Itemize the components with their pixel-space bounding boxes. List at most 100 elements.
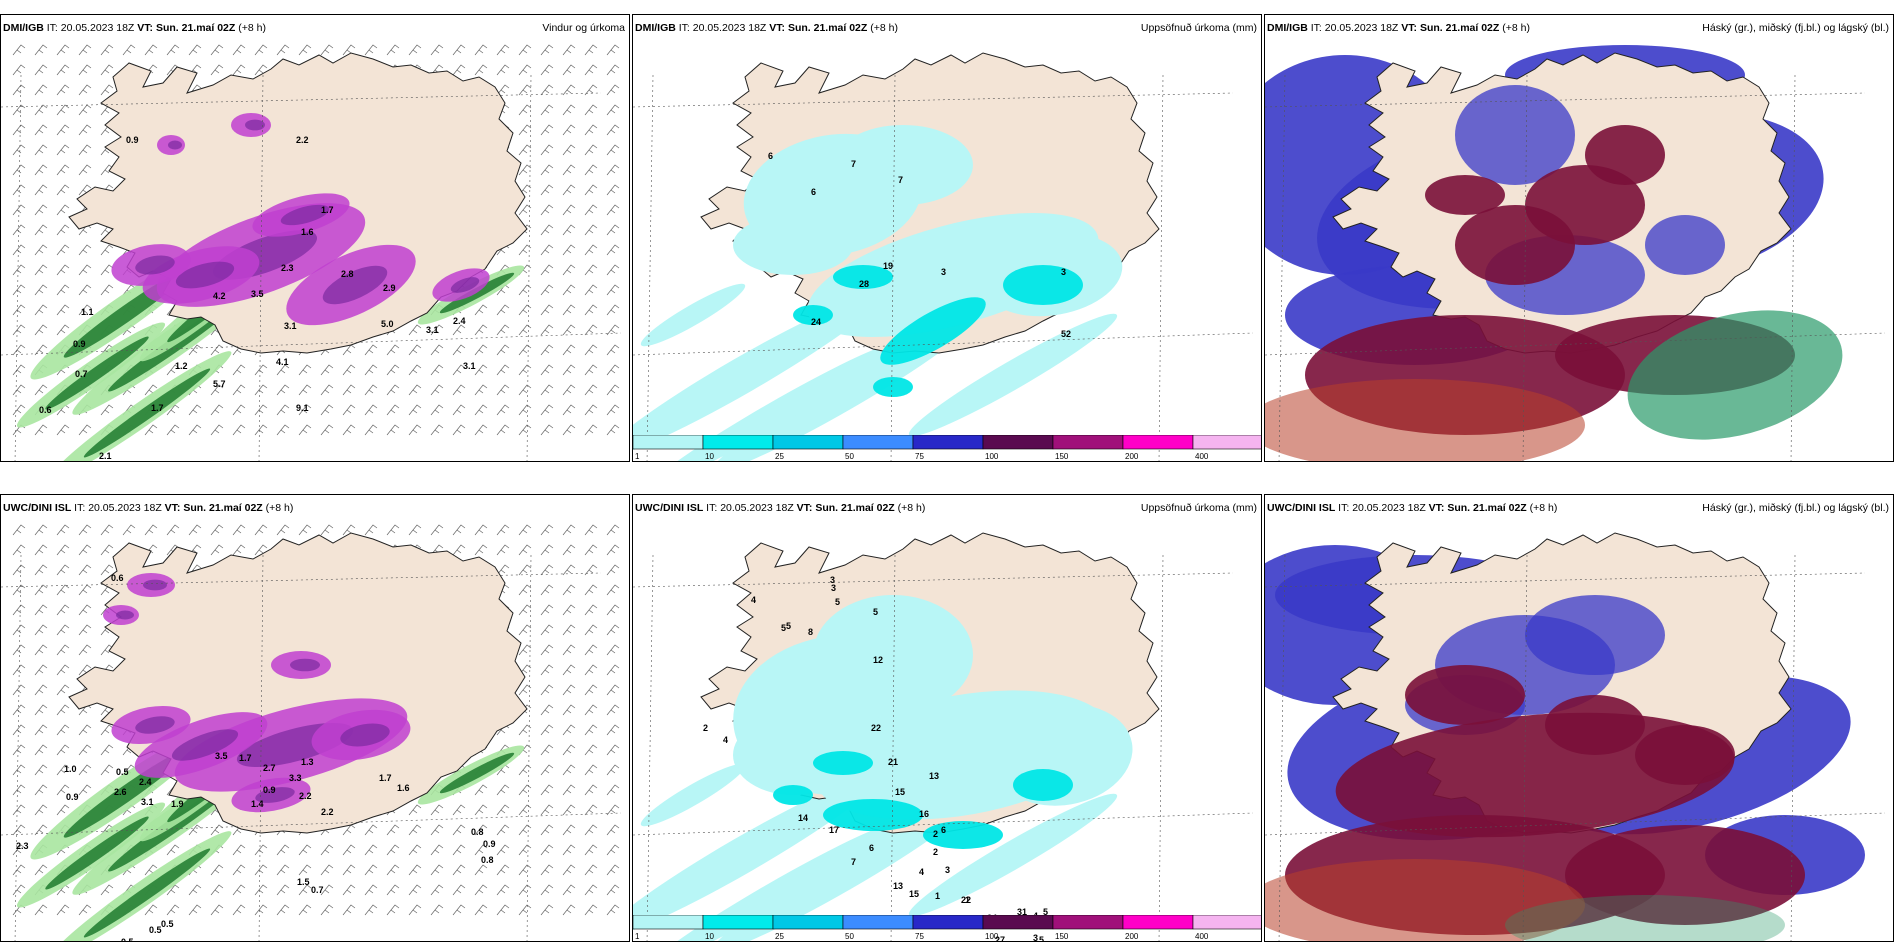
wind-barb — [606, 784, 620, 796]
wind-barb — [56, 424, 70, 436]
wind-barb — [34, 704, 48, 716]
panel-title: Háský (gr.), miðský (fj.bl.) og lágský (… — [1702, 22, 1889, 34]
colorbar-tick-label: 150 — [1055, 932, 1069, 941]
map-layer: 0.6 1.0 0.9 0.5 2.6 2.4 3.1 1.9 3.5 1.7 2.7 3.3 2.2 1… — [1, 495, 629, 941]
wind-barb — [276, 524, 290, 536]
wind-barb — [254, 904, 268, 916]
wind-barb — [496, 404, 510, 416]
precip-ocean — [633, 773, 882, 937]
wind-barb — [56, 204, 70, 216]
valid-time: Sun. 21.maí 02Z — [155, 22, 236, 34]
wind-barb — [320, 844, 334, 856]
wind-barb — [562, 404, 576, 416]
lead-time: (+8 h) — [1529, 502, 1558, 514]
cloud-low-layer — [1335, 712, 1735, 838]
wind-barb — [34, 564, 48, 576]
value-label: 24 — [811, 317, 821, 327]
wind-barb — [518, 364, 532, 376]
wind-barb — [12, 524, 26, 536]
wind-barb — [496, 564, 510, 576]
precip-colorbar: 1 10 25 50 75 100 150 200 400 — [633, 435, 1261, 461]
wind-barb — [364, 404, 378, 416]
colorbar-swatch — [982, 435, 1054, 450]
wind-barb — [584, 404, 598, 416]
panel-header: UWC/DINI ISL IT: 20.05.2023 18Z VT: Sun.… — [1267, 501, 1889, 515]
wind-barb — [606, 724, 620, 736]
colorbar-swatch — [1052, 915, 1124, 930]
wind-barb — [56, 144, 70, 156]
precip-core — [340, 723, 390, 747]
wind-barb — [474, 64, 488, 76]
wind-barb — [34, 684, 48, 696]
wind-barb — [342, 864, 356, 876]
wind-barb — [276, 364, 290, 376]
colorbar-tick-label: 1 — [635, 452, 640, 461]
wind-barb — [408, 44, 422, 56]
wind-barb — [562, 704, 576, 716]
wind-barb — [584, 344, 598, 356]
value-label: 52 — [1061, 329, 1071, 339]
wind-barb — [540, 724, 554, 736]
wind-barb — [210, 524, 224, 536]
wind-barb — [386, 824, 400, 836]
wind-barb — [430, 844, 444, 856]
wind-barb — [56, 684, 70, 696]
wind-barb — [430, 824, 444, 836]
valid-time: Sun. 21.maí 02Z — [1447, 502, 1527, 514]
wind-barb — [100, 284, 114, 296]
colorbar-swatch — [772, 435, 844, 450]
wind-barb — [12, 844, 26, 856]
it-label: IT: — [1338, 502, 1350, 514]
wind-barb — [364, 344, 378, 356]
value-label: 17 — [829, 825, 839, 835]
value-label: 6 — [768, 151, 773, 161]
wind-barb — [584, 44, 598, 56]
wind-barb — [606, 904, 620, 916]
value-label: 1.7 — [321, 205, 334, 215]
wind-barb — [56, 164, 70, 176]
wind-barb — [430, 884, 444, 896]
wind-barb — [584, 104, 598, 116]
wind-barb — [56, 704, 70, 716]
value-label: 3.3 — [289, 773, 302, 783]
wind-barb — [540, 284, 554, 296]
wind-barb — [606, 584, 620, 596]
wind-barb — [584, 744, 598, 756]
wind-barb — [364, 364, 378, 376]
wind-barb — [298, 364, 312, 376]
precip-ocean — [633, 293, 882, 457]
wind-barb — [342, 844, 356, 856]
wind-barb — [386, 904, 400, 916]
wind-barb — [430, 804, 444, 816]
wind-barb — [56, 564, 70, 576]
it-label: IT: — [1310, 22, 1322, 34]
wind-barb — [584, 684, 598, 696]
wind-barb — [496, 524, 510, 536]
wind-barb — [518, 244, 532, 256]
wind-barb — [254, 544, 268, 556]
latitude-line — [1, 92, 602, 108]
cloud-mid-layer — [1455, 85, 1575, 185]
graticule — [1265, 554, 1886, 941]
wind-barb — [474, 304, 488, 316]
wind-barb — [12, 624, 26, 636]
wind-barb — [496, 864, 510, 876]
value-label: 5 — [781, 623, 786, 633]
precip-core — [450, 277, 480, 293]
wind-barb — [100, 84, 114, 96]
value-label: 31 — [1017, 907, 1027, 917]
wind-barb — [452, 544, 466, 556]
wind-barb — [584, 544, 598, 556]
precip-area-light — [733, 215, 853, 275]
wind-barb — [408, 804, 422, 816]
precip-ocean — [640, 283, 746, 347]
wind-barb — [166, 524, 180, 536]
wind-barb — [584, 764, 598, 776]
wind-barb — [34, 204, 48, 216]
wind-barb — [606, 824, 620, 836]
wind-barb — [298, 884, 312, 896]
wind-barb — [584, 84, 598, 96]
wind-barb — [540, 144, 554, 156]
value-label: 9.1 — [296, 403, 309, 413]
value-label: 27 — [995, 935, 1005, 942]
